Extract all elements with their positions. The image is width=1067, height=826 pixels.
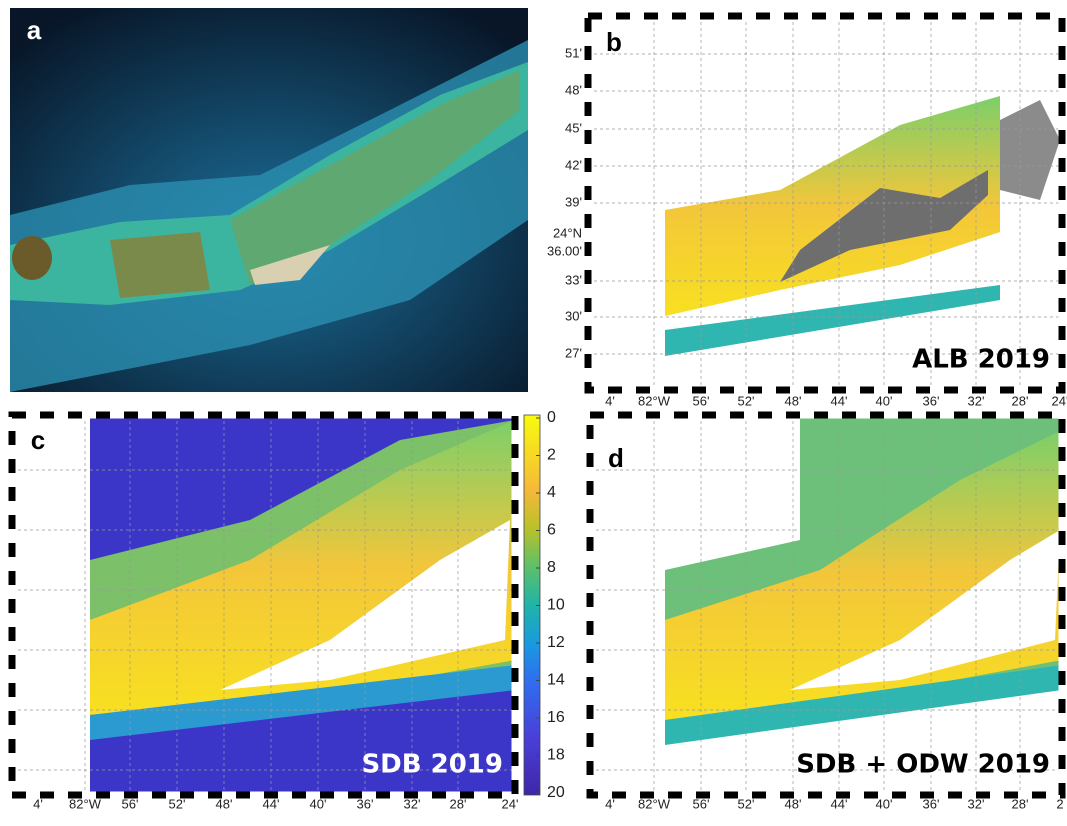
sdb-map xyxy=(12,415,515,795)
x-tick-label: 52' xyxy=(169,796,186,811)
x-tick-label: 56' xyxy=(693,393,710,408)
x-tick-label: 52' xyxy=(738,393,755,408)
y-tick-label: 45' xyxy=(565,120,582,135)
x-tick-label: 40' xyxy=(876,393,893,408)
y-tick-label: 51' xyxy=(565,45,582,60)
x-tick-label: 48' xyxy=(785,796,802,811)
x-tick-label: 36' xyxy=(923,796,940,811)
x-tick-label: 82°W xyxy=(69,796,102,811)
y-tick-label: 30' xyxy=(565,308,582,323)
panel-label: c xyxy=(31,425,45,455)
x-tick-label: 4' xyxy=(605,796,615,811)
panel-label: b xyxy=(606,27,622,57)
colorbar-tick-label: 0 xyxy=(547,409,556,426)
colorbar-tick-label: 14 xyxy=(547,672,565,689)
x-tick-label: 52' xyxy=(738,796,755,811)
panel-label: a xyxy=(27,15,42,45)
colorbar-tick-label: 18 xyxy=(547,747,565,764)
x-tick-label: 56' xyxy=(693,796,710,811)
x-tick-label: 48' xyxy=(785,393,802,408)
x-tick-label: 24' xyxy=(502,796,519,811)
colorbar-tick-label: 12 xyxy=(547,634,565,651)
colorbar-tick-label: 20 xyxy=(547,784,565,801)
colorbar-tick-label: 10 xyxy=(547,597,565,614)
x-tick-label: 36' xyxy=(923,393,940,408)
colorbar-tick-label: 16 xyxy=(547,709,565,726)
x-tick-label: 44' xyxy=(263,796,280,811)
colorbar-tick-label: 2 xyxy=(547,447,556,464)
y-tick-label: 33' xyxy=(565,272,582,287)
x-tick-label: 32' xyxy=(968,393,985,408)
satellite-image xyxy=(10,8,528,392)
x-tick-label: 28' xyxy=(450,796,467,811)
y-tick-label: 27' xyxy=(565,345,582,360)
x-tick-label: 44' xyxy=(831,796,848,811)
map-caption: SDB + ODW 2019 xyxy=(796,750,1050,780)
y-tick-label: 24°N xyxy=(553,225,582,240)
x-tick-label: 82°W xyxy=(638,796,671,811)
x-tick-label: 82°W xyxy=(638,393,671,408)
colorbar-tick-label: 4 xyxy=(547,484,556,501)
x-tick-label: 28' xyxy=(1012,796,1029,811)
y-tick-label: 39' xyxy=(565,194,582,209)
figure: abALB 20194'82°W56'52'48'44'40'36'32'28'… xyxy=(0,0,1067,821)
x-tick-label: 2 xyxy=(1056,796,1063,811)
x-tick-label: 28' xyxy=(1012,393,1029,408)
y-tick-label: 48' xyxy=(565,82,582,97)
x-tick-label: 48' xyxy=(216,796,233,811)
x-tick-label: 32' xyxy=(968,796,985,811)
x-tick-label: 44' xyxy=(831,393,848,408)
x-tick-label: 56' xyxy=(122,796,139,811)
map-caption: ALB 2019 xyxy=(912,345,1050,375)
x-tick-label: 40' xyxy=(310,796,327,811)
colorbar-tick-label: 8 xyxy=(547,559,556,576)
panel-label: d xyxy=(608,443,624,473)
x-tick-label: 40' xyxy=(876,796,893,811)
x-tick-label: 4' xyxy=(605,393,615,408)
x-tick-label: 32' xyxy=(404,796,421,811)
colorbar-tick-label: 6 xyxy=(547,522,556,539)
x-tick-label: 24' xyxy=(1052,393,1067,408)
y-tick-label: 36.00' xyxy=(547,243,582,258)
sdb-odw-map xyxy=(590,415,1062,795)
x-tick-label: 36' xyxy=(357,796,374,811)
y-tick-label: 42' xyxy=(565,157,582,172)
map-caption: SDB 2019 xyxy=(361,750,503,780)
x-tick-label: 4' xyxy=(33,796,43,811)
